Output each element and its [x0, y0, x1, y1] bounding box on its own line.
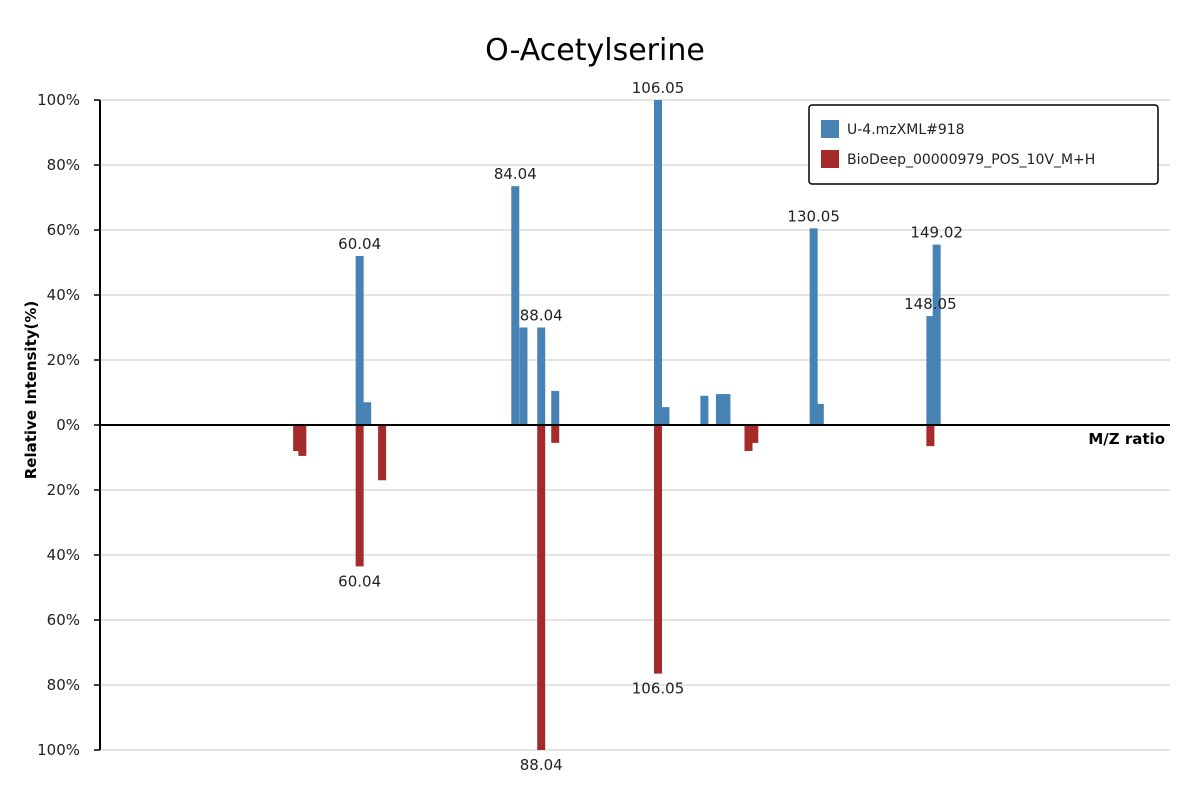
reference-peak-bar	[926, 425, 935, 447]
sample-peak-bar	[551, 390, 560, 425]
y-tick-label: 20%	[47, 351, 80, 369]
legend-swatch-series-1	[821, 120, 839, 138]
reference-peak-bar	[551, 425, 560, 443]
reference-peak-bar	[298, 425, 307, 456]
sample-peak-bar	[722, 394, 731, 425]
sample-peak-bar	[654, 100, 663, 425]
sample-peak-bar	[519, 327, 528, 425]
sample-peak-bar	[355, 256, 364, 425]
legend-swatch-series-2	[821, 150, 839, 168]
sample-peak-label: 60.04	[338, 235, 381, 253]
sample-peak-label: 106.05	[632, 79, 685, 97]
y-tick-label: 60%	[47, 611, 80, 629]
y-tick-label: 100%	[37, 91, 80, 109]
reference-peak-bar	[744, 425, 753, 451]
reference-peak-bar	[293, 425, 302, 451]
reference-peak-bar	[355, 425, 364, 567]
y-tick-label: 40%	[47, 286, 80, 304]
y-tick-label: 0%	[56, 416, 80, 434]
y-tick-label: 40%	[47, 546, 80, 564]
x-axis-title: M/Z ratio	[1088, 430, 1165, 448]
sample-peak-bar	[700, 395, 709, 425]
sample-peak-bar	[537, 327, 546, 425]
sample-peak-bar	[511, 186, 520, 425]
sample-peak-bar	[815, 403, 824, 425]
sample-peak-bar	[932, 244, 941, 425]
legend-box	[808, 104, 1159, 185]
y-axis-title: Relative Intensity(%)	[22, 301, 40, 480]
peak-labels-layer: 60.04 84.04 88.04 106.05 130.05 148.05 149.02 6…	[338, 79, 963, 774]
sample-peak-label: 148.05	[904, 295, 957, 313]
sample-peak-bar	[715, 394, 724, 425]
axes-layer: 100% 80% 60% 40% 20% 0% 20% 40% 60% 80% 100%	[37, 91, 1170, 759]
y-tick-label: 80%	[47, 676, 80, 694]
y-tick-label: 20%	[47, 481, 80, 499]
sample-peak-bar	[926, 316, 935, 425]
reference-peak-label: 60.04	[338, 572, 381, 590]
sample-peak-label: 84.04	[494, 165, 537, 183]
reference-peak-bar	[750, 425, 759, 443]
sample-peak-bar	[363, 402, 372, 425]
reference-peak-bar	[654, 425, 663, 674]
grid-layer	[100, 99, 1170, 751]
sample-peak-bar	[661, 407, 670, 425]
sample-peak-bar	[809, 228, 818, 425]
legend-label-series-2: BioDeep_00000979_POS_10V_M+H	[847, 152, 1095, 168]
reference-peak-label: 88.04	[520, 756, 563, 774]
bars-layer	[293, 100, 941, 750]
sample-peak-label: 88.04	[520, 307, 563, 325]
legend: U-4.mzXML#918 BioDeep_00000979_POS_10V_M…	[808, 104, 1159, 185]
reference-peak-bar	[537, 425, 546, 750]
reference-peak-label: 106.05	[632, 680, 685, 698]
y-tick-label: 60%	[47, 221, 80, 239]
y-tick-label: 80%	[47, 156, 80, 174]
sample-peak-label: 149.02	[910, 224, 963, 242]
chart-title: O-Acetylserine	[485, 33, 705, 68]
y-tick-label: 100%	[37, 741, 80, 759]
legend-label-series-1: U-4.mzXML#918	[847, 122, 965, 138]
sample-peak-label: 130.05	[787, 207, 840, 225]
reference-peak-bar	[378, 425, 387, 481]
